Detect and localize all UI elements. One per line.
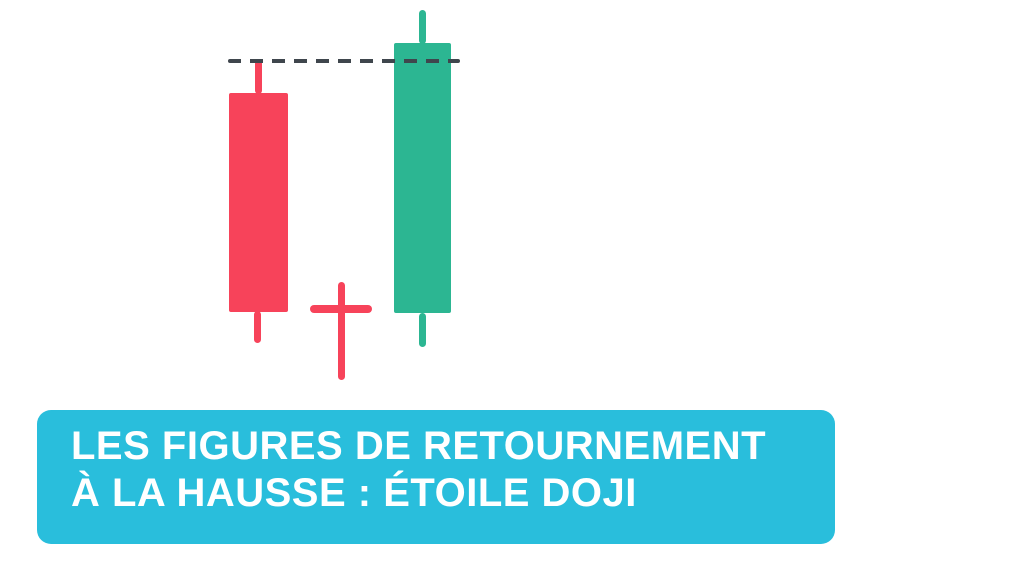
bullish-candle-upper-wick <box>419 10 426 44</box>
bullish-candle-body <box>394 43 451 313</box>
gap-dashed-line <box>228 59 460 63</box>
bullish-candle-lower-wick <box>419 313 426 347</box>
doji-vertical-line <box>338 282 345 380</box>
bearish-candle-body <box>229 93 288 312</box>
title-line-2: À LA HAUSSE : ÉTOILE DOJI <box>71 471 637 515</box>
doji-open-close-bar <box>310 305 372 313</box>
bearish-candle-lower-wick <box>254 311 261 343</box>
title-banner: LES FIGURES DE RETOURNEMENT À LA HAUSSE … <box>37 410 835 544</box>
title-line-1: LES FIGURES DE RETOURNEMENT <box>71 424 767 468</box>
bearish-candle-upper-wick <box>255 60 262 94</box>
